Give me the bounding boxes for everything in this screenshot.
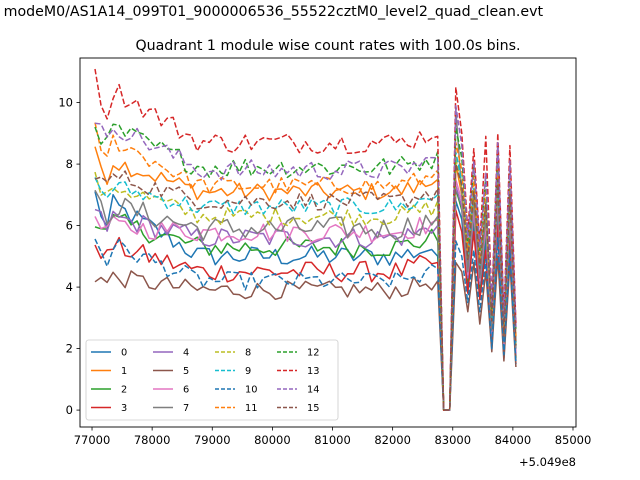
x-tick-label: 78000 <box>134 433 171 447</box>
x-tick-label: 79000 <box>194 433 231 447</box>
x-tick-label: 82000 <box>374 433 411 447</box>
series-layer <box>94 68 517 411</box>
legend-label-9: 9 <box>245 366 251 377</box>
y-tick-label: 10 <box>58 96 73 110</box>
y-axis: 0 2 4 6 8 10 <box>58 96 80 417</box>
series-line-11 <box>94 122 517 411</box>
legend-label-0: 0 <box>121 348 127 359</box>
legend-label-8: 8 <box>245 348 251 359</box>
legend-label-4: 4 <box>183 348 189 359</box>
legend-label-3: 3 <box>121 403 127 414</box>
x-tick-label: 85000 <box>555 433 592 447</box>
y-tick-label: 8 <box>66 157 73 171</box>
legend-label-11: 11 <box>245 403 257 414</box>
y-tick-label: 0 <box>66 403 73 417</box>
legend-label-12: 12 <box>307 348 319 359</box>
legend-box <box>85 339 339 421</box>
plot-frame <box>79 57 577 428</box>
legend-label-13: 13 <box>307 366 319 377</box>
x-tick-label: 84000 <box>495 433 532 447</box>
figure-suptitle: Plotting file: modeM0/AS1A14_099T01_9000… <box>0 4 544 20</box>
y-tick-label: 4 <box>66 280 73 294</box>
legend-label-1: 1 <box>121 366 127 377</box>
legend-label-6: 6 <box>183 385 189 396</box>
x-axis: 77000 78000 79000 80000 81000 82000 83000 84000… <box>74 427 592 447</box>
x-tick-label: 83000 <box>434 433 471 447</box>
legend-label-10: 10 <box>245 385 257 396</box>
legend-label-7: 7 <box>183 403 189 414</box>
x-tick-label: 81000 <box>314 433 351 447</box>
x-tick-label: 77000 <box>74 433 111 447</box>
y-tick-label: 6 <box>66 219 73 233</box>
chart-title: Quadrant 1 module wise count rates with … <box>135 38 520 54</box>
legend-label-5: 5 <box>183 366 189 377</box>
x-axis-offset-label: +5.049e8 <box>519 455 576 469</box>
legend-label-14: 14 <box>307 385 319 396</box>
legend-label-15: 15 <box>307 403 319 414</box>
y-tick-label: 2 <box>66 342 73 356</box>
x-tick-label: 80000 <box>254 433 291 447</box>
series-line-15 <box>94 163 517 411</box>
legend-label-2: 2 <box>121 385 127 396</box>
